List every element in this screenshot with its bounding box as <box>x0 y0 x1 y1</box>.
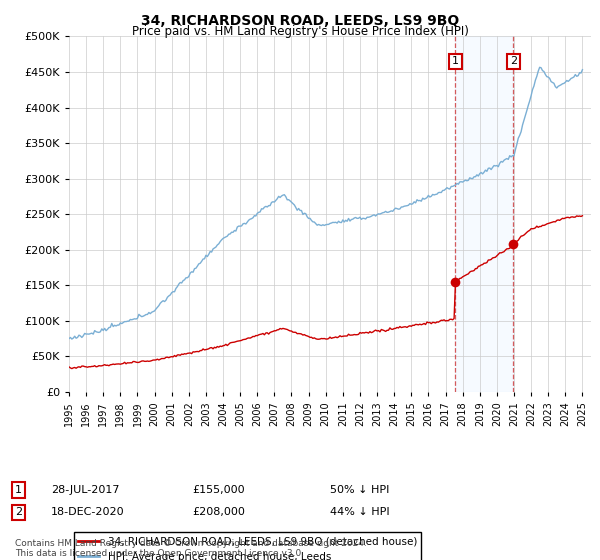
Text: 18-DEC-2020: 18-DEC-2020 <box>51 507 125 517</box>
Text: 2: 2 <box>15 507 22 517</box>
Text: 44% ↓ HPI: 44% ↓ HPI <box>330 507 389 517</box>
Text: 2: 2 <box>510 57 517 66</box>
Text: Contains HM Land Registry data © Crown copyright and database right 2024.
This d: Contains HM Land Registry data © Crown c… <box>15 539 367 558</box>
Text: 1: 1 <box>452 57 459 66</box>
Text: Price paid vs. HM Land Registry's House Price Index (HPI): Price paid vs. HM Land Registry's House … <box>131 25 469 38</box>
Text: 1: 1 <box>15 485 22 495</box>
Text: £208,000: £208,000 <box>192 507 245 517</box>
Text: 28-JUL-2017: 28-JUL-2017 <box>51 485 119 495</box>
Bar <box>455 36 513 392</box>
Text: £155,000: £155,000 <box>192 485 245 495</box>
Text: 34, RICHARDSON ROAD, LEEDS, LS9 9BQ: 34, RICHARDSON ROAD, LEEDS, LS9 9BQ <box>141 14 459 28</box>
Legend: 34, RICHARDSON ROAD, LEEDS, LS9 9BQ (detached house), HPI: Average price, detach: 34, RICHARDSON ROAD, LEEDS, LS9 9BQ (det… <box>74 533 421 560</box>
Text: 50% ↓ HPI: 50% ↓ HPI <box>330 485 389 495</box>
